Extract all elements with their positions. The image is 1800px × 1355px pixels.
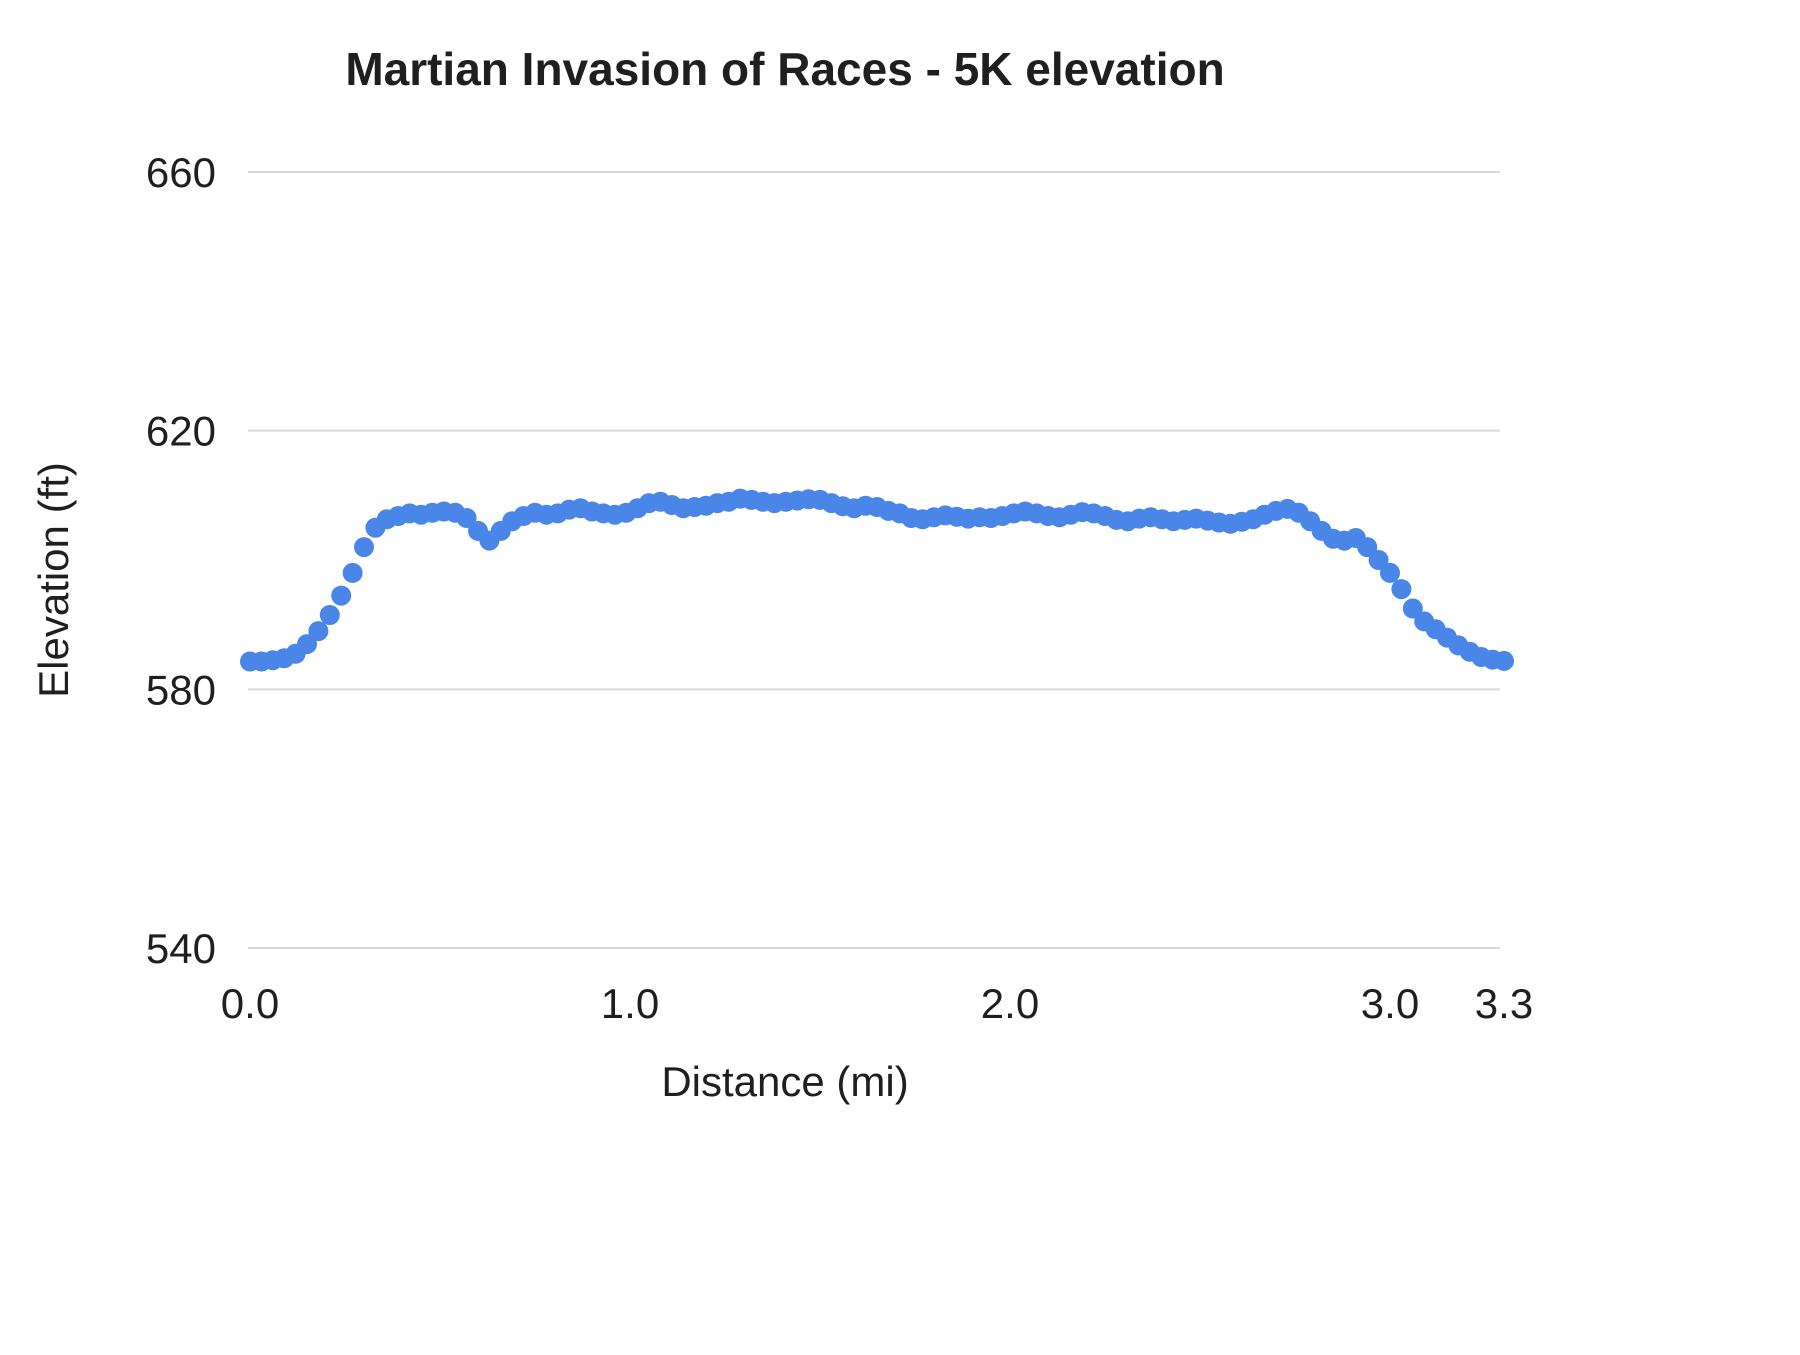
- y-axis-label: Elevation (ft): [30, 462, 77, 698]
- y-tick-label: 540: [146, 925, 216, 972]
- data-point: [1357, 537, 1378, 558]
- data-point: [308, 621, 329, 642]
- x-tick-label: 2.0: [981, 980, 1039, 1027]
- data-point: [1391, 579, 1412, 600]
- x-tick-label: 3.0: [1361, 980, 1419, 1027]
- y-tick-label: 580: [146, 666, 216, 713]
- x-tick-labels: 0.0 1.0 2.0 3.0 3.3: [221, 980, 1533, 1027]
- data-point: [297, 634, 317, 655]
- y-tick-label: 660: [146, 149, 216, 196]
- x-tick-label: 0.0: [221, 980, 279, 1027]
- data-point: [456, 508, 477, 528]
- x-tick-label: 3.3: [1475, 980, 1533, 1027]
- data-point: [1494, 650, 1514, 671]
- x-axis-label: Distance (mi): [661, 1058, 908, 1105]
- series-points: [240, 488, 1514, 672]
- data-point: [1380, 562, 1400, 583]
- gridlines: [248, 171, 1500, 949]
- data-point: [354, 537, 374, 558]
- data-point: [331, 585, 352, 606]
- y-tick-label: 620: [146, 408, 216, 455]
- data-point: [342, 562, 363, 583]
- data-point: [1368, 550, 1389, 570]
- x-tick-label: 1.0: [601, 980, 659, 1027]
- y-tick-labels: 540 580 620 660: [146, 149, 216, 972]
- data-point: [1402, 598, 1423, 619]
- chart-title: Martian Invasion of Races - 5K elevation: [345, 43, 1224, 95]
- data-point: [319, 605, 340, 625]
